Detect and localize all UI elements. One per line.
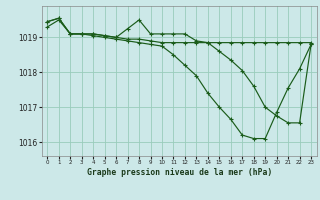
X-axis label: Graphe pression niveau de la mer (hPa): Graphe pression niveau de la mer (hPa) [87,168,272,177]
